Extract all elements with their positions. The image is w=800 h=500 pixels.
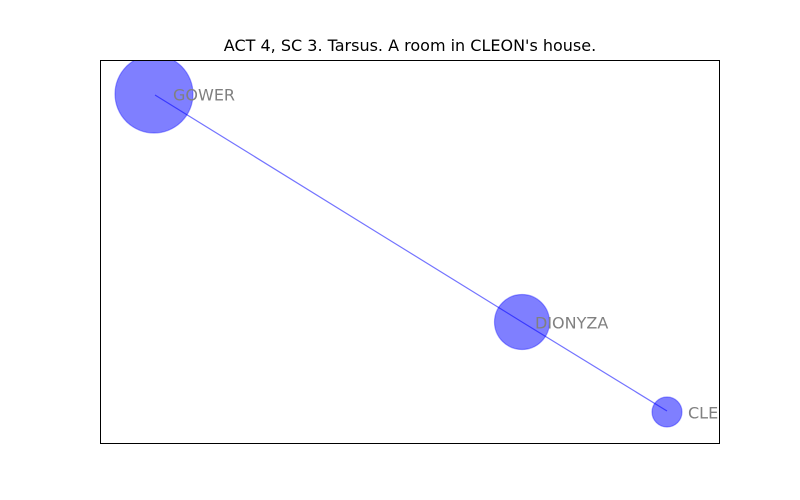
- edge-dionyza-cleon: [521, 321, 668, 412]
- nodes-layer: [114, 61, 683, 428]
- node-label-gower: GOWER: [173, 86, 235, 105]
- labels-layer: GOWER DIONYZA CLEON: [173, 86, 720, 423]
- node-cleon: [651, 396, 683, 428]
- network-graph: GOWER DIONYZA CLEON: [114, 61, 720, 428]
- node-label-cleon: CLEON: [688, 404, 720, 423]
- edge-gower-dionyza: [154, 94, 523, 323]
- edges-layer: [154, 94, 668, 412]
- node-gower: [114, 61, 194, 134]
- axes-frame: GOWER DIONYZA CLEON: [100, 60, 720, 444]
- plot-title: ACT 4, SC 3. Tarsus. A room in CLEON's h…: [223, 36, 597, 55]
- node-dionyza: [493, 293, 551, 351]
- node-label-dionyza: DIONYZA: [535, 314, 608, 333]
